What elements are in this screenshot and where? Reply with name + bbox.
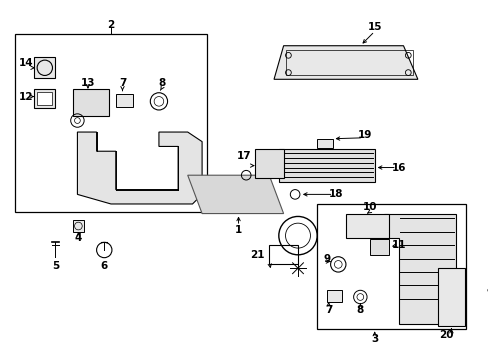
Polygon shape (254, 149, 283, 178)
Polygon shape (384, 213, 455, 324)
Text: 12: 12 (19, 91, 33, 102)
Bar (15, 34, 206, 212)
Text: 10: 10 (362, 202, 376, 212)
Text: 4: 4 (485, 285, 488, 295)
Bar (73, 220, 84, 232)
Bar (326, 290, 342, 302)
Text: 13: 13 (81, 78, 95, 88)
Bar (37, 92, 52, 105)
Polygon shape (187, 175, 283, 213)
Text: 19: 19 (357, 130, 371, 140)
Text: 21: 21 (250, 250, 264, 260)
Text: 20: 20 (439, 330, 453, 340)
Bar (34, 57, 55, 78)
Polygon shape (273, 46, 417, 79)
Text: 18: 18 (328, 189, 343, 199)
Text: 14: 14 (18, 58, 33, 68)
Text: 17: 17 (237, 151, 251, 161)
Text: 8: 8 (158, 78, 165, 88)
Bar (269, 245, 297, 264)
Text: 8: 8 (356, 305, 363, 315)
Bar (116, 94, 133, 107)
Bar (73, 89, 109, 116)
Text: 3: 3 (370, 334, 378, 344)
Text: 1: 1 (234, 225, 242, 235)
Text: 7: 7 (119, 78, 126, 88)
Bar (317, 139, 332, 148)
Text: 5: 5 (52, 261, 59, 271)
Polygon shape (278, 149, 374, 182)
Text: 4: 4 (75, 233, 82, 243)
Text: 15: 15 (366, 22, 381, 32)
Text: 7: 7 (325, 305, 332, 315)
Bar (34, 89, 55, 108)
Bar (369, 239, 388, 255)
Bar (286, 50, 412, 75)
Polygon shape (77, 132, 202, 204)
Text: 16: 16 (391, 162, 405, 172)
Bar (317, 204, 465, 329)
Text: 2: 2 (107, 20, 114, 30)
Text: 6: 6 (101, 261, 108, 271)
Bar (345, 213, 388, 238)
Text: 9: 9 (323, 254, 330, 264)
Bar (437, 268, 464, 326)
Text: 11: 11 (391, 240, 405, 250)
